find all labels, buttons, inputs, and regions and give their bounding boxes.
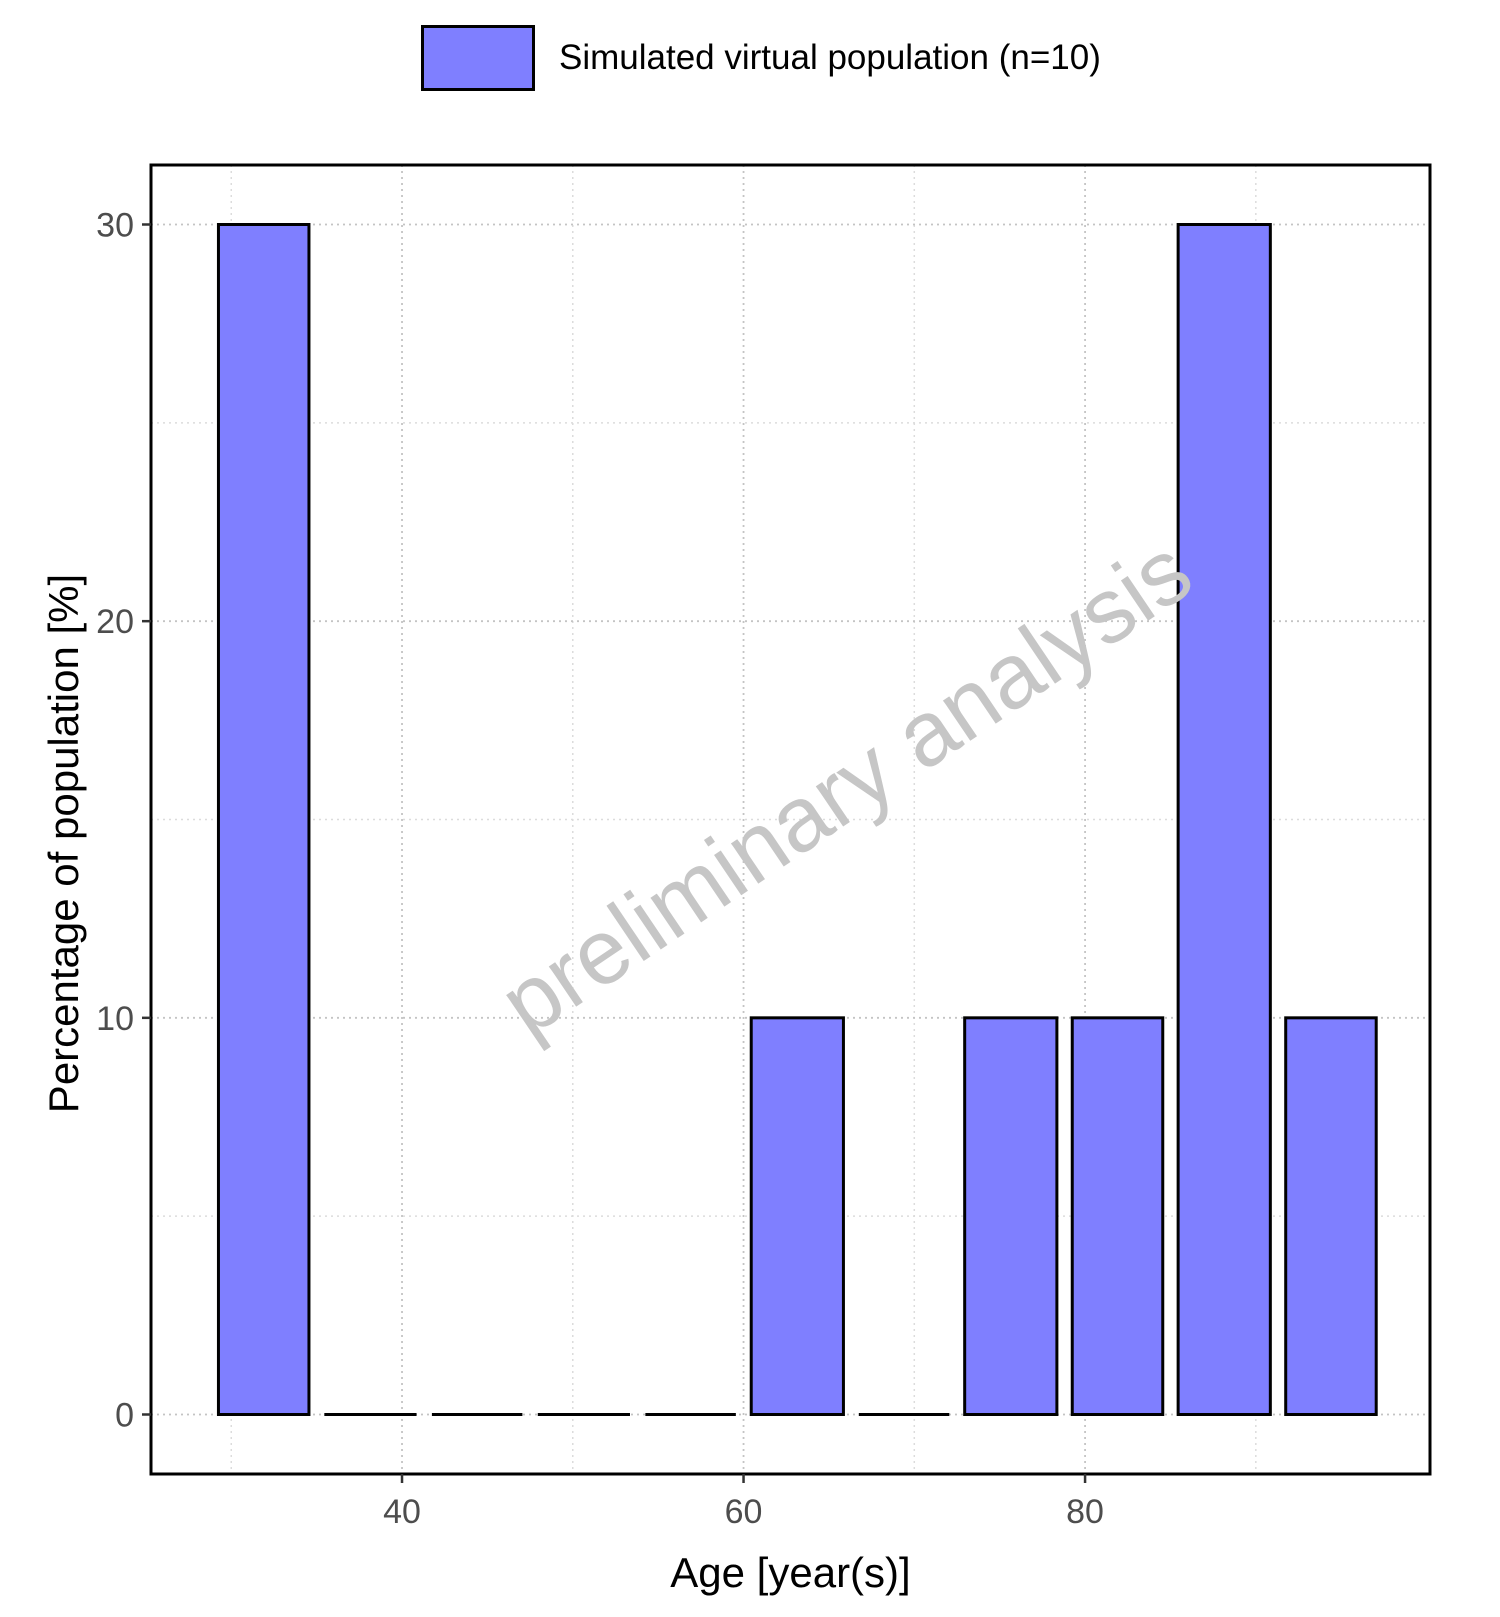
y-axis-title: Percentage of population [%] xyxy=(40,574,87,1113)
x-tick-label: 40 xyxy=(383,1493,421,1531)
histogram-bar xyxy=(1070,1016,1165,1416)
y-tick-label: 20 xyxy=(96,603,134,641)
plot-panel-border xyxy=(149,163,1432,1476)
legend-label: Simulated virtual population (n=10) xyxy=(559,38,1101,77)
x-axis-title: Age [year(s)] xyxy=(670,1549,910,1596)
histogram-bar xyxy=(963,1016,1059,1416)
x-tick-label: 60 xyxy=(725,1493,763,1531)
x-tick-label: 80 xyxy=(1066,1493,1104,1531)
legend-swatch xyxy=(421,25,535,91)
histogram-bar xyxy=(1176,223,1272,1416)
histogram-bar xyxy=(749,1016,845,1416)
y-tick-label: 0 xyxy=(115,1397,134,1435)
histogram-bar xyxy=(1284,1016,1378,1416)
y-tick-label: 10 xyxy=(96,1000,134,1038)
histogram-bar xyxy=(216,223,311,1416)
y-tick-label: 30 xyxy=(96,207,134,245)
legend: Simulated virtual population (n=10) xyxy=(421,23,1101,93)
